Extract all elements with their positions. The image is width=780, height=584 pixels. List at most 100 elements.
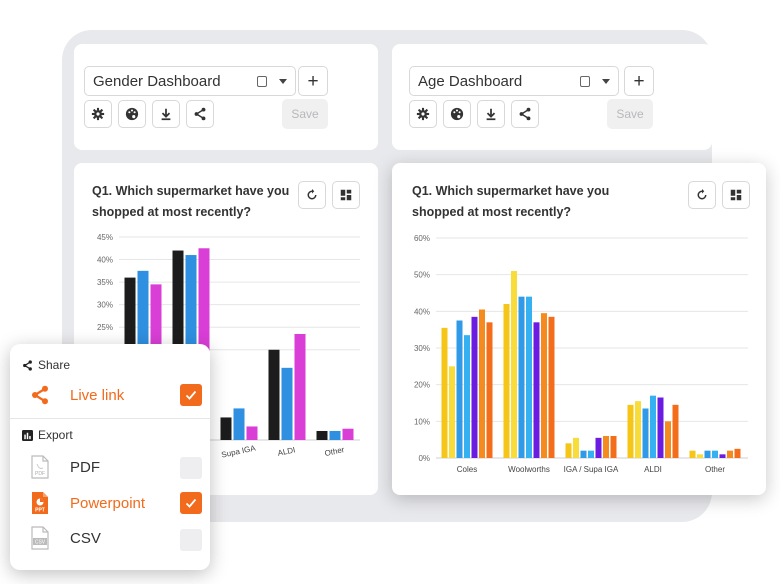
live-link-share-icon [28,383,52,407]
csv-file-icon: CSV [28,526,52,550]
powerpoint-checkbox[interactable] [180,492,202,514]
download-icon [486,108,496,121]
save-button[interactable]: Save [607,99,653,129]
pdf-label: PDF [70,458,100,476]
y-tick-label: 45% [97,233,113,242]
layout-button[interactable] [722,181,750,209]
bar [471,316,478,458]
bar [479,309,485,458]
gender-dashboard-panel: Gender Dashboard + Save [74,44,378,150]
download-button[interactable] [477,100,505,128]
bar [316,430,328,440]
settings-button[interactable] [84,100,112,128]
bar [441,327,448,458]
bar [734,448,741,458]
layout-button[interactable] [332,181,360,209]
bar [281,367,293,440]
share-button[interactable] [186,100,214,128]
bar [486,322,493,458]
svg-text:PPT: PPT [35,508,45,514]
x-tick-label: Other [705,465,725,474]
bar [294,333,306,440]
pdf-file-icon: PDF [28,455,52,479]
grid-layout-icon [730,189,742,201]
chevron-down-icon[interactable] [602,78,610,84]
bar [548,316,555,458]
bar [464,335,470,458]
add-dashboard-button[interactable]: + [298,66,328,96]
age-bar-chart: 60% 50% 40% 30% 20% 10% 0% Coles Woolworths IGA /… [414,234,748,474]
export-powerpoint-row[interactable]: PPT Powerpoint [28,491,145,515]
gear-icon [416,107,430,121]
grid-layout-icon [340,189,352,201]
age-dashboard-select[interactable]: Age Dashboard [409,66,619,96]
gender-dashboard-select[interactable]: Gender Dashboard [84,66,296,96]
bar [220,417,232,440]
bar [697,454,703,458]
save-button[interactable]: Save [282,99,328,129]
checkmark-icon [185,390,197,400]
settings-button[interactable] [409,100,437,128]
ppt-file-icon: PPT [28,491,52,515]
x-tick-label: Woolworths [508,465,550,474]
bar [627,404,634,458]
y-tick-label: 40% [97,256,113,265]
export-heading-text: Export [38,428,73,442]
bar [672,404,679,458]
pdf-checkbox[interactable] [180,457,202,479]
y-tick-label: 20% [414,381,430,390]
bar [642,408,649,458]
chart-title: Q1. Which supermarket have you shopped a… [92,184,290,219]
refresh-button[interactable] [298,181,326,209]
bar [603,436,609,458]
export-csv-row[interactable]: CSV CSV [28,526,101,550]
y-tick-label: 60% [414,234,430,243]
age-chart-panel: Q1. Which supermarket have you shopped a… [392,163,766,495]
bar [233,408,245,440]
palette-button[interactable] [443,100,471,128]
y-tick-label: 30% [414,344,430,353]
palette-button[interactable] [118,100,146,128]
bar [342,428,354,440]
export-pdf-row[interactable]: PDF PDF [28,455,100,479]
copy-icon[interactable] [580,75,590,87]
bar [665,421,671,458]
chevron-down-icon[interactable] [279,78,287,84]
bar [246,426,258,440]
live-link-row[interactable]: Live link [28,383,124,407]
refresh-icon [697,189,707,200]
share-icon [194,107,206,121]
bar [719,454,726,458]
bar [449,366,455,458]
bar [588,450,594,458]
x-tick-label: Supa IGA [221,443,257,459]
bar [456,320,463,458]
y-tick-label: 0% [418,454,430,463]
checkmark-icon [185,498,197,508]
powerpoint-label: Powerpoint [70,494,146,512]
svg-text:CSV: CSV [35,540,46,546]
bar [650,395,656,458]
copy-icon[interactable] [257,75,267,87]
download-button[interactable] [152,100,180,128]
add-dashboard-button[interactable]: + [624,66,654,96]
bar [268,349,280,440]
export-heading: Export [22,428,73,442]
plus-icon: + [307,70,319,92]
share-button[interactable] [511,100,539,128]
csv-checkbox[interactable] [180,529,202,551]
bar [565,443,572,458]
share-icon [519,107,531,121]
refresh-button[interactable] [688,181,716,209]
live-link-checkbox[interactable] [180,384,202,406]
refresh-icon [307,189,317,200]
bar-chart-icon [22,429,33,441]
svg-text:PDF: PDF [35,471,45,477]
y-tick-label: 30% [97,301,113,310]
bar [503,304,510,458]
y-tick-label: 35% [97,278,113,287]
y-tick-label: 10% [414,417,430,426]
live-link-label: Live link [70,386,125,404]
share-heading-text: Share [38,358,71,372]
